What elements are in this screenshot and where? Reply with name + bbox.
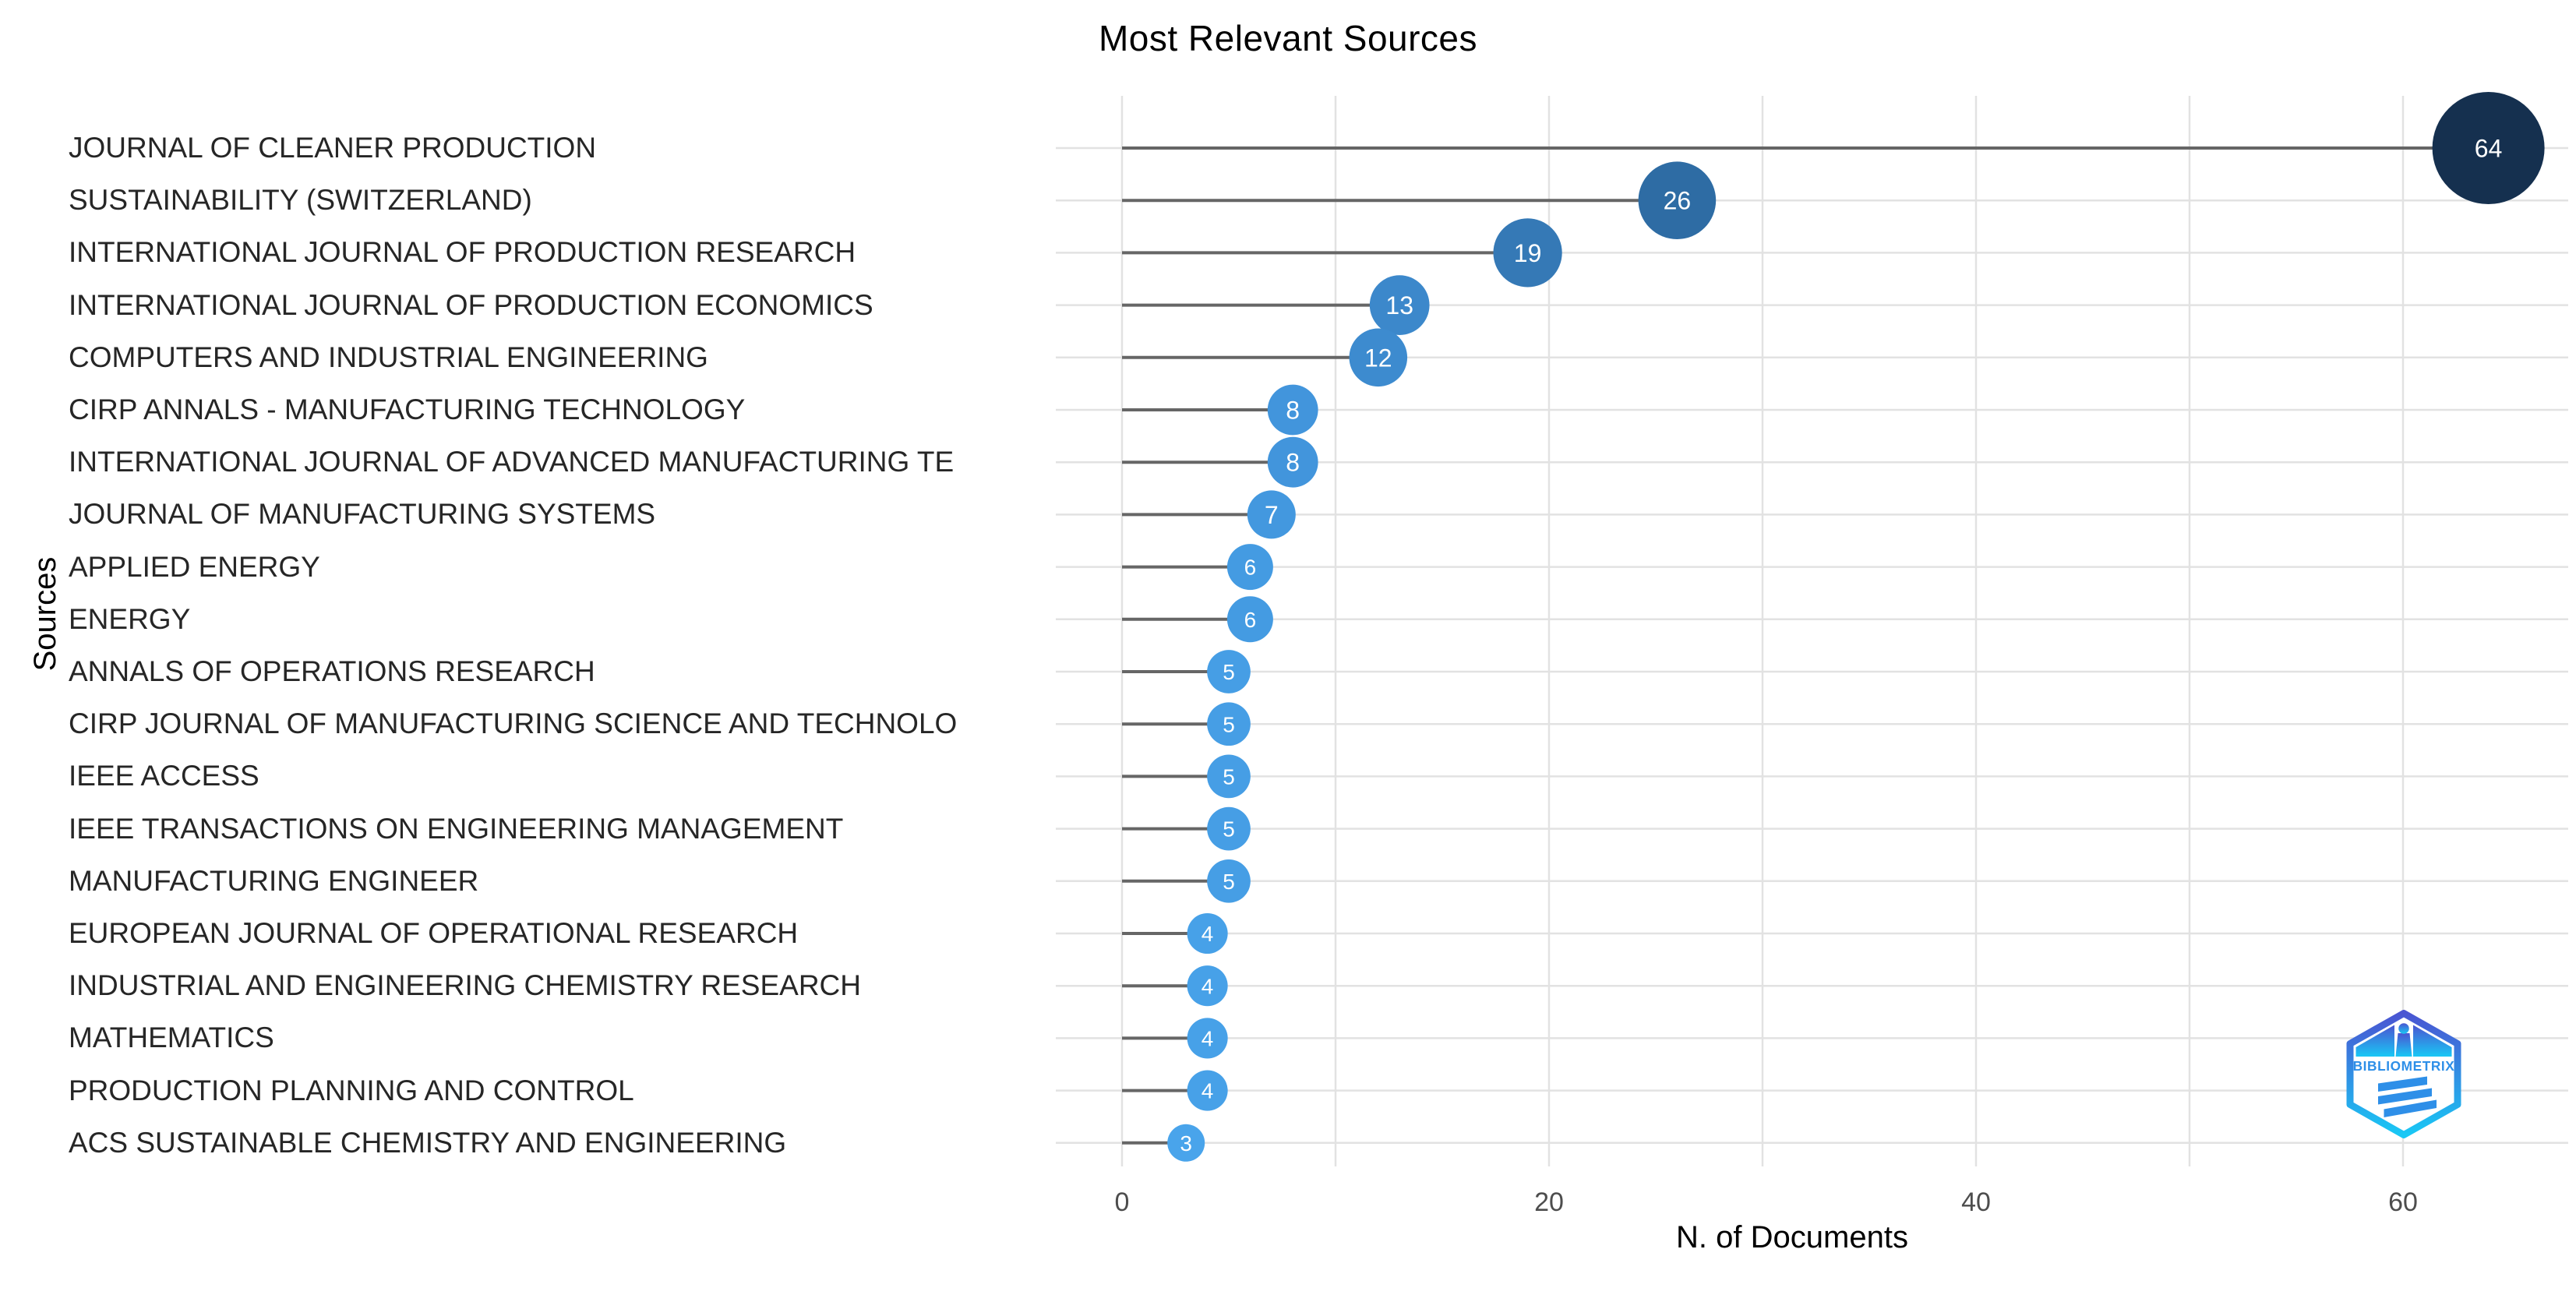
category-label: APPLIED ENERGY xyxy=(69,550,320,583)
bubble-value-label: 5 xyxy=(1223,764,1235,789)
bubble-value-label: 4 xyxy=(1202,1026,1214,1050)
bubble-value-label: 4 xyxy=(1202,974,1214,998)
category-label: JOURNAL OF MANUFACTURING SYSTEMS xyxy=(69,498,656,531)
lollipop-bubble xyxy=(1267,436,1318,488)
logo-lighthouse-icon xyxy=(2395,1033,2412,1057)
bubble-value-label: 6 xyxy=(1244,608,1257,632)
category-label: MANUFACTURING ENGINEER xyxy=(69,864,479,897)
logo-stripe-2 xyxy=(2378,1088,2432,1105)
bubble-value-label: 26 xyxy=(1664,187,1692,215)
lollipop-bubble xyxy=(1493,218,1562,288)
lollipop-bubble xyxy=(1187,965,1228,1007)
x-tick-label: 60 xyxy=(2388,1187,2418,1217)
category-label: INDUSTRIAL AND ENGINEERING CHEMISTRY RES… xyxy=(69,969,861,1002)
category-label: INTERNATIONAL JOURNAL OF ADVANCED MANUFA… xyxy=(69,446,955,478)
category-label: INTERNATIONAL JOURNAL OF PRODUCTION ECON… xyxy=(69,288,873,321)
category-label: INTERNATIONAL JOURNAL OF PRODUCTION RESE… xyxy=(69,236,856,269)
x-tick-label: 20 xyxy=(1534,1187,1564,1217)
bubble-value-label: 5 xyxy=(1223,817,1235,842)
logo-lighthouse-dome xyxy=(2398,1023,2409,1034)
bubble-value-label: 8 xyxy=(1286,397,1300,425)
bubble-value-label: 12 xyxy=(1364,344,1392,372)
x-axis-title: N. of Documents xyxy=(1676,1220,1908,1254)
lollipop-bubble xyxy=(1187,1070,1228,1111)
lollipop-bubble xyxy=(1207,859,1251,903)
lollipop-bubble xyxy=(1207,806,1251,851)
lollipop-bubble xyxy=(1349,328,1408,387)
lollipop-bubble xyxy=(1267,384,1318,436)
bubble-value-label: 8 xyxy=(1286,449,1300,477)
category-label: ANNALS OF OPERATIONS RESEARCH xyxy=(69,655,595,687)
lollipop-bubble xyxy=(1187,1018,1228,1059)
lollipop-bubble xyxy=(1207,754,1251,799)
category-label: MATHEMATICS xyxy=(69,1022,274,1054)
lollipop-bubble xyxy=(1207,702,1251,746)
lollipop-bubble xyxy=(1207,650,1251,693)
bibliometrix-logo: BIBLIOMETRIX xyxy=(2346,1010,2461,1138)
category-label: IEEE ACCESS xyxy=(69,760,259,792)
bubble-value-label: 6 xyxy=(1244,556,1257,580)
logo-roof-left xyxy=(2355,1025,2394,1057)
logo-wordmark: BIBLIOMETRIX xyxy=(2353,1058,2455,1074)
bubble-value-label: 5 xyxy=(1223,870,1235,894)
logo-stripe-3 xyxy=(2384,1099,2437,1117)
lollipop-bubble xyxy=(1167,1124,1205,1162)
bubble-value-label: 5 xyxy=(1223,712,1235,736)
lollipop-bubble xyxy=(1226,544,1273,591)
lollipop-bubble xyxy=(2432,92,2545,204)
category-label: CIRP JOURNAL OF MANUFACTURING SCIENCE AN… xyxy=(69,707,958,740)
category-label: CIRP ANNALS - MANUFACTURING TECHNOLOGY xyxy=(69,393,746,425)
lollipop-bubble xyxy=(1369,275,1430,335)
bubble-value-label: 3 xyxy=(1180,1131,1192,1156)
lollipop-bubble xyxy=(1247,490,1296,539)
category-label: EUROPEAN JOURNAL OF OPERATIONAL RESEARCH xyxy=(69,917,799,949)
bubble-value-label: 13 xyxy=(1385,291,1413,319)
lollipop-bubble xyxy=(1187,912,1228,954)
bubble-value-label: 4 xyxy=(1202,1079,1214,1103)
category-label: IEEE TRANSACTIONS ON ENGINEERING MANAGEM… xyxy=(69,812,844,845)
x-tick-label: 40 xyxy=(1961,1187,1991,1217)
logo-roof-right xyxy=(2413,1025,2452,1057)
category-label: ACS SUSTAINABLE CHEMISTRY AND ENGINEERIN… xyxy=(69,1126,787,1159)
bubble-value-label: 5 xyxy=(1223,660,1235,684)
category-label: COMPUTERS AND INDUSTRIAL ENGINEERING xyxy=(69,341,708,373)
chart-title: Most Relevant Sources xyxy=(1098,18,1478,58)
category-label: ENERGY xyxy=(69,602,191,635)
category-label: SUSTAINABILITY (SWITZERLAND) xyxy=(69,184,532,217)
bubble-value-label: 19 xyxy=(1514,239,1542,267)
bubble-value-label: 64 xyxy=(2475,135,2503,163)
lollipop-bubble xyxy=(1638,161,1717,239)
bubble-value-label: 7 xyxy=(1265,501,1279,529)
category-label: PRODUCTION PLANNING AND CONTROL xyxy=(69,1074,634,1106)
bubble-value-label: 4 xyxy=(1202,922,1214,946)
category-label: JOURNAL OF CLEANER PRODUCTION xyxy=(69,132,597,164)
logo-stripe-1 xyxy=(2378,1076,2427,1092)
lollipop-bubble xyxy=(1226,596,1273,643)
x-tick-label: 0 xyxy=(1114,1187,1130,1217)
